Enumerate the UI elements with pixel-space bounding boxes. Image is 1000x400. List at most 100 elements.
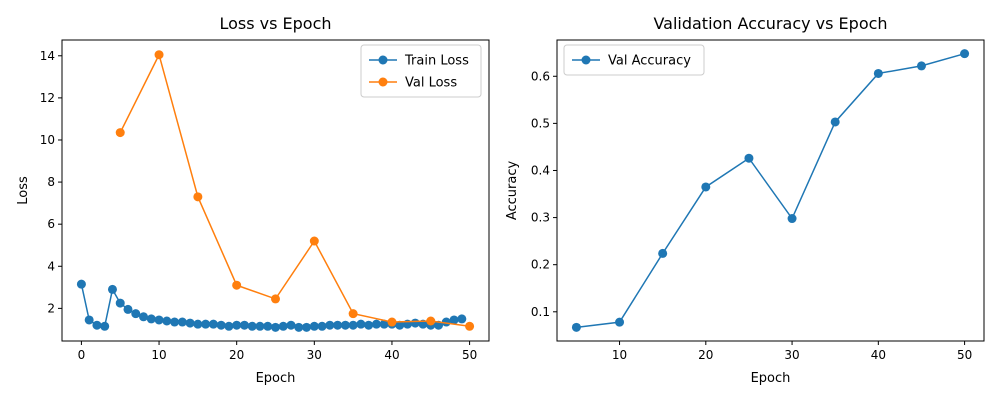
data-point <box>286 320 296 330</box>
data-point <box>410 318 420 328</box>
chart-title: Loss vs Epoch <box>219 14 331 33</box>
data-point <box>107 284 117 294</box>
data-point <box>787 214 797 224</box>
data-point <box>232 320 242 330</box>
y-tick-label: 0.4 <box>531 163 550 177</box>
axes-frame <box>61 39 490 342</box>
x-tick-label: 10 <box>151 348 166 362</box>
data-point <box>317 321 327 331</box>
legend-label: Val Loss <box>405 76 457 91</box>
data-point <box>247 321 257 331</box>
data-point <box>457 314 467 324</box>
data-point <box>177 317 187 327</box>
data-point <box>356 319 366 329</box>
data-point <box>131 309 141 319</box>
data-point <box>916 61 926 71</box>
y-tick-label: 0.6 <box>531 69 550 83</box>
data-point <box>325 320 335 330</box>
legend: Val Accuracy <box>563 44 705 76</box>
data-point <box>216 320 226 330</box>
data-point <box>658 248 668 258</box>
data-point <box>139 312 149 322</box>
data-point <box>371 319 381 329</box>
accuracy-chart: Validation Accuracy vs Epoch 10 20 30 40 50 0… <box>505 14 985 386</box>
data-point <box>255 321 265 331</box>
data-point <box>960 49 970 59</box>
legend-label: Val Accuracy <box>608 54 691 69</box>
data-point <box>115 128 125 138</box>
data-point <box>154 315 164 325</box>
data-point <box>162 316 172 326</box>
data-point <box>744 153 754 163</box>
x-axis-label: Epoch <box>256 371 296 386</box>
data-point <box>76 279 86 289</box>
legend: Train Loss Val Loss <box>360 44 482 98</box>
legend-swatch-marker <box>378 77 388 87</box>
y-tick-label: 0.3 <box>531 211 550 225</box>
data-point <box>387 317 397 327</box>
data-point <box>84 315 94 325</box>
plot-area <box>571 49 970 332</box>
data-point <box>201 319 211 329</box>
data-point <box>123 304 133 314</box>
data-point <box>309 236 319 246</box>
y-tick-label: 12 <box>40 91 55 105</box>
axes-frame <box>556 39 985 342</box>
x-tick-label: 50 <box>462 348 477 362</box>
legend-box <box>563 44 705 76</box>
data-point <box>271 294 280 304</box>
y-tick-label: 6 <box>47 217 55 231</box>
x-tick-label: 10 <box>612 348 627 362</box>
data-point <box>701 182 711 192</box>
data-point <box>115 298 125 308</box>
data-point <box>873 68 883 78</box>
x-tick-label: 0 <box>78 348 86 362</box>
data-point <box>208 319 218 329</box>
data-point <box>302 322 312 332</box>
data-point <box>170 317 180 327</box>
data-point <box>263 321 273 331</box>
y-tick-label: 2 <box>47 301 55 315</box>
x-tick-label: 20 <box>229 348 244 362</box>
data-point <box>154 50 164 60</box>
data-point <box>615 317 625 327</box>
data-point <box>224 321 234 331</box>
data-point <box>294 322 304 332</box>
legend-box <box>360 44 482 98</box>
legend-swatch-marker <box>581 55 591 65</box>
x-tick-label: 50 <box>957 348 972 362</box>
y-tick-label: 0.5 <box>531 116 550 130</box>
data-point <box>278 321 288 331</box>
data-point <box>100 321 110 331</box>
data-point <box>271 322 280 332</box>
data-point <box>364 320 374 330</box>
chart-title: Validation Accuracy vs Epoch <box>653 14 887 33</box>
series-line <box>119 52 470 328</box>
y-tick-label: 0.1 <box>531 305 550 319</box>
legend-swatch-marker <box>378 55 388 65</box>
data-point <box>348 309 358 319</box>
data-point <box>395 320 405 330</box>
data-point <box>185 318 195 328</box>
data-point <box>232 280 242 290</box>
data-point <box>571 322 581 332</box>
data-point <box>309 321 319 331</box>
x-tick-label: 20 <box>698 348 713 362</box>
y-tick-label: 4 <box>47 259 55 273</box>
data-point <box>449 315 459 325</box>
data-point <box>146 314 156 324</box>
legend-label: Train Loss <box>404 54 469 69</box>
plot-area <box>76 50 475 332</box>
data-point <box>441 317 451 327</box>
data-point <box>379 319 389 329</box>
data-point <box>239 320 249 330</box>
data-point <box>333 320 343 330</box>
y-tick-label: 8 <box>47 175 55 189</box>
x-tick-label: 40 <box>384 348 399 362</box>
data-point <box>340 320 350 330</box>
y-axis-label: Accuracy <box>505 161 520 221</box>
data-point <box>465 321 475 331</box>
loss-chart: Loss vs Epoch 0 10 20 30 40 50 2 4 6 8 10 12 14 Epoc… <box>16 14 490 386</box>
data-point <box>193 319 203 329</box>
